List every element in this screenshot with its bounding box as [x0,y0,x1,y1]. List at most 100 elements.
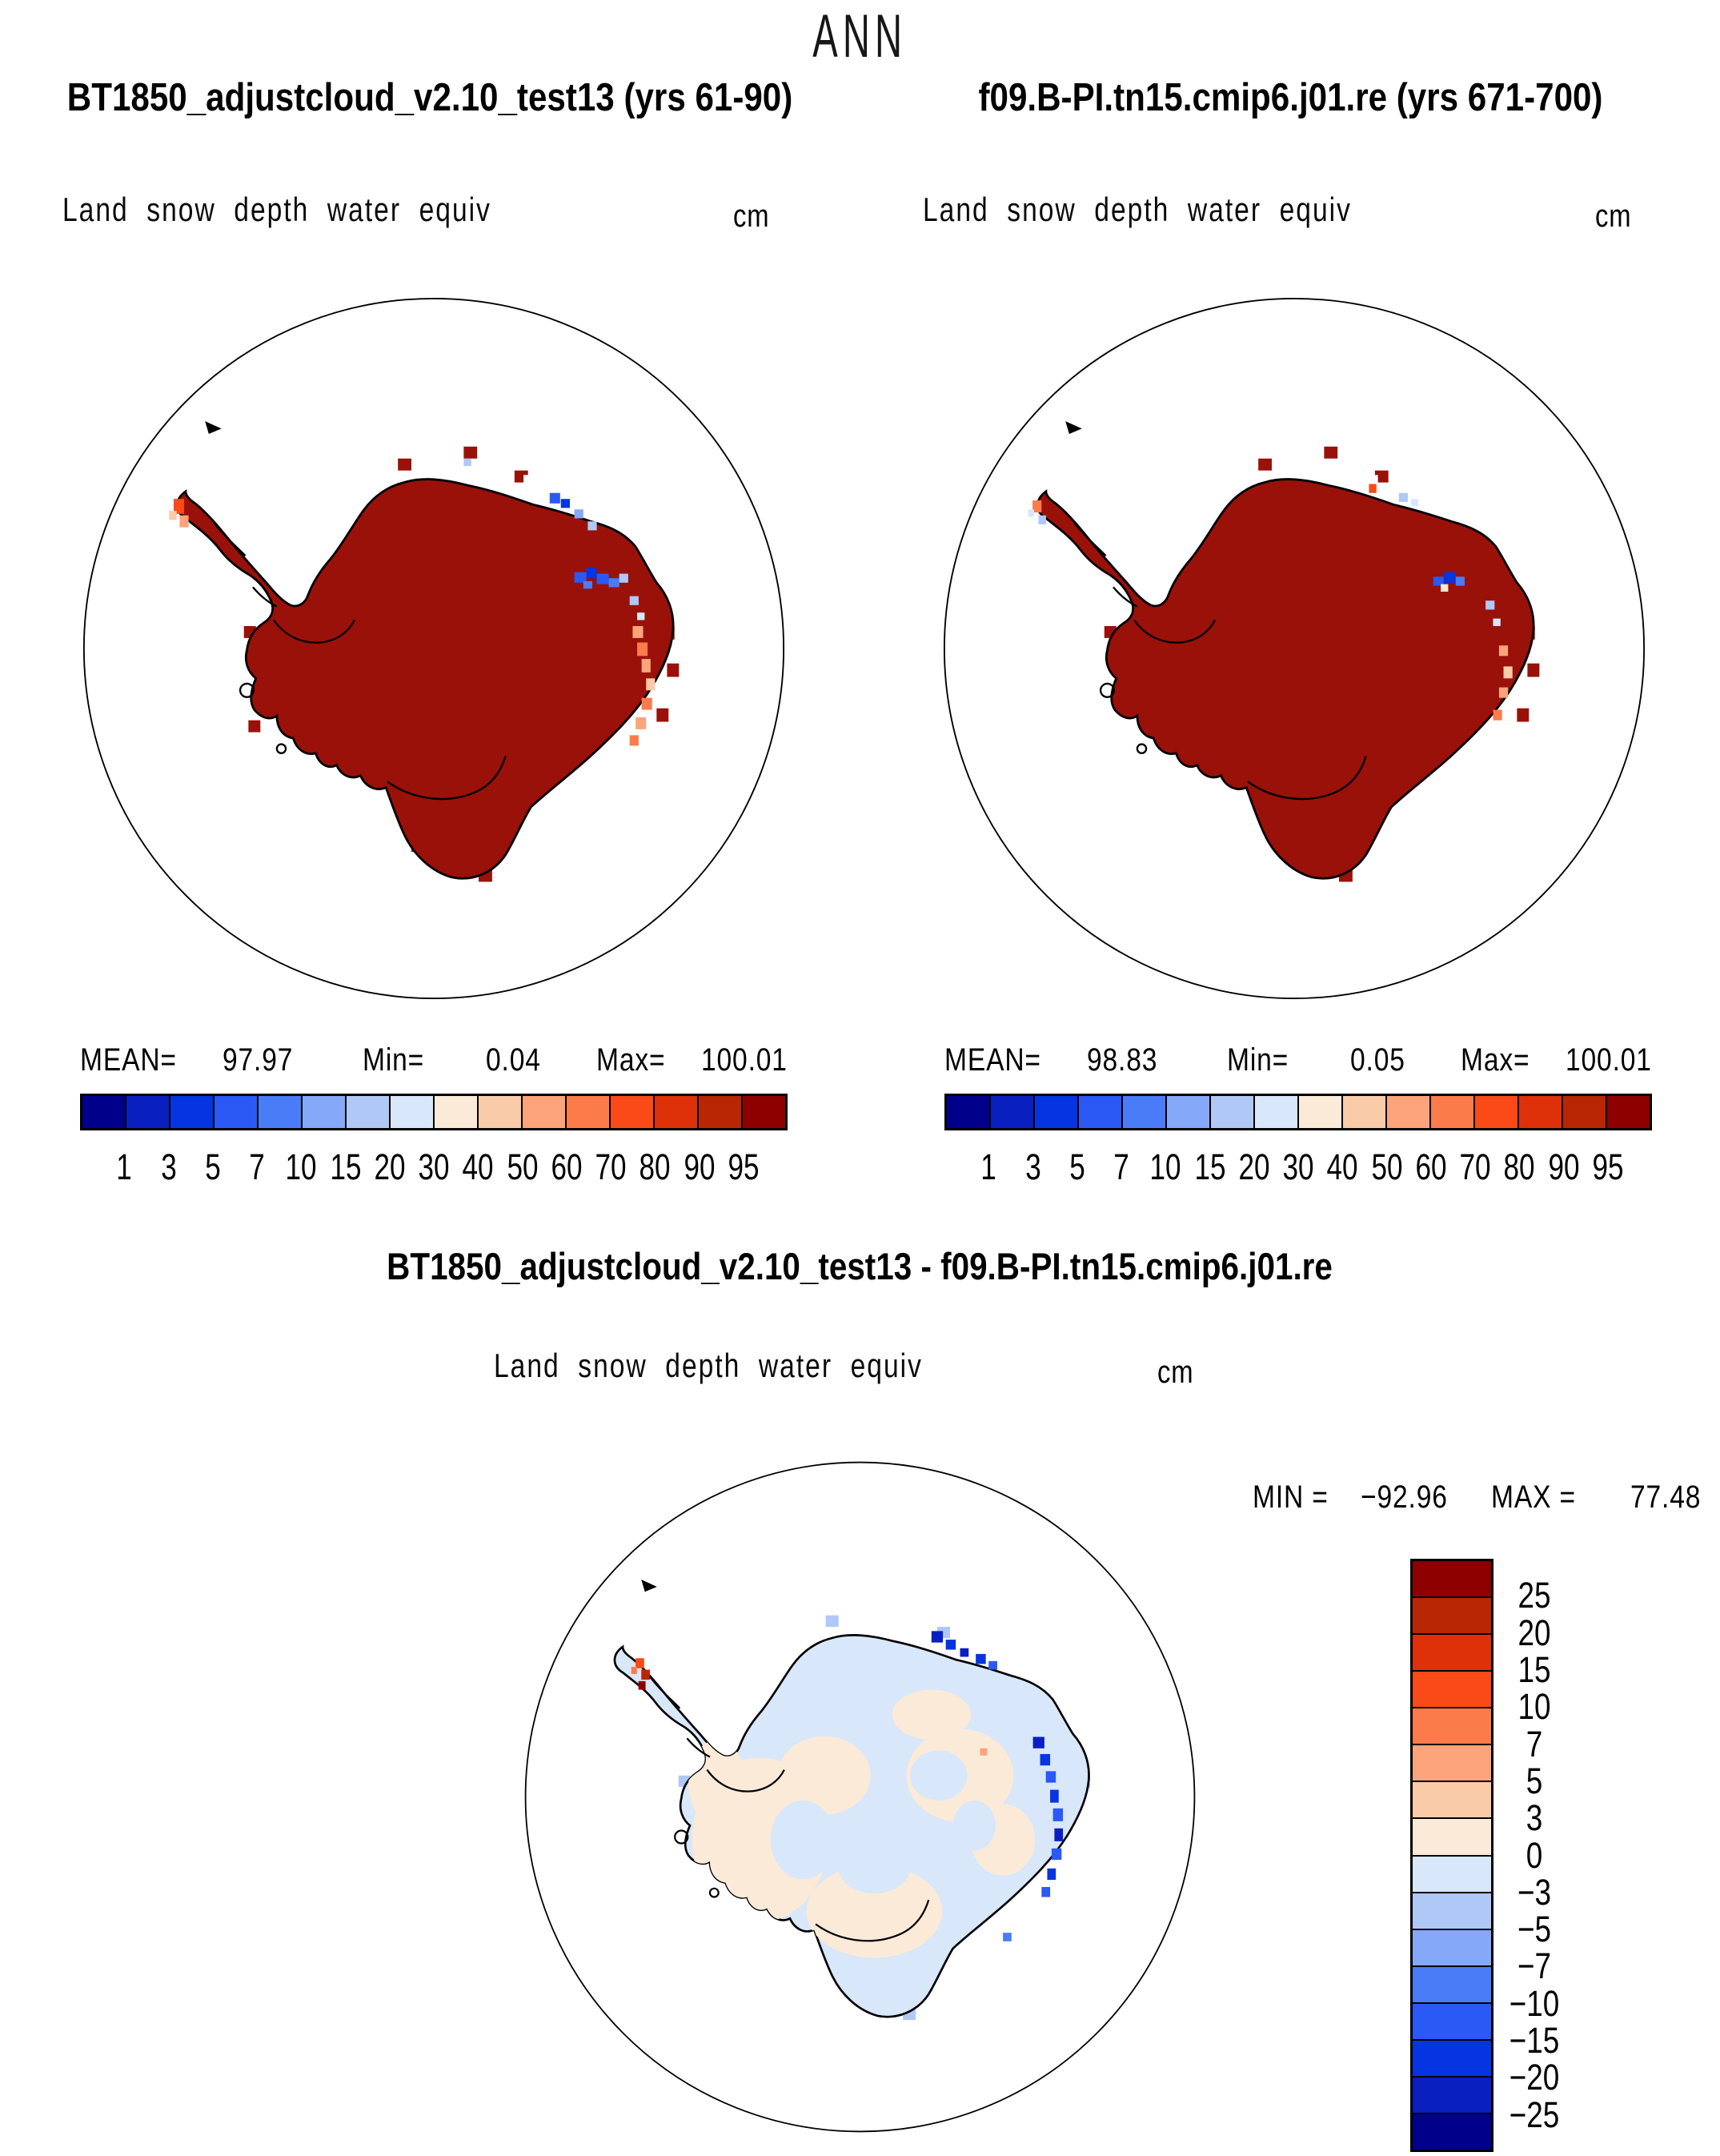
max-value: 77.48 [1630,1479,1702,1515]
colorbar-cell [1413,1744,1491,1781]
min-value: −92.96 [1360,1479,1448,1515]
colorbar-tick-label: 10 [1518,1686,1551,1728]
colorbar-tick-label: 15 [1518,1648,1551,1690]
colorbar-cell [1165,1096,1209,1128]
panel1-colorbar [80,1094,788,1130]
difference-header: BT1850_adjustcloud_v2.10_test13 - f09.B-… [387,1245,1333,1287]
plot-title-text: ANN [812,2,908,70]
colorbar-cell [741,1096,785,1128]
colorbar-cell [213,1096,257,1128]
colorbar-cell [653,1096,697,1128]
colorbar-tick-label: 5 [1526,1760,1543,1801]
colorbar-cell [1341,1096,1385,1128]
colorbar-tick-label: 1 [116,1146,133,1187]
colorbar-cell [1413,1633,1491,1671]
colorbar-tick-label: 95 [728,1146,760,1187]
colorbar-cell [989,1096,1033,1128]
colorbar-tick-label: 70 [1459,1146,1491,1187]
map-model1 [82,297,785,1000]
colorbar-tick-label: 0 [1526,1834,1543,1876]
colorbar-tick-label: 3 [160,1146,177,1187]
panel2-units-label: cm [1595,199,1632,234]
colorbar-tick-label: −10 [1509,1982,1560,2024]
min-value: 0.05 [1349,1042,1405,1078]
panel2-header: f09.B-PI.tn15.cmip6.j01.re (yrs 671-700) [978,76,1602,119]
panel1-stats: MEAN= 97.97 Min= 0.04 Max= 100.01 [80,1042,804,1078]
colorbar-cell [301,1096,345,1128]
colorbar-tick-label: 3 [1526,1797,1543,1839]
colorbar-tick-label: 1 [980,1146,997,1187]
colorbar-tick-label: −15 [1509,2020,1560,2062]
panel2-colorbar-ticks: 1 3 5 7 10 15 20 30 40 50 60 70 80 90 95 [944,1140,1652,1187]
colorbar-tick-label: −5 [1517,1909,1552,1950]
colorbar-tick-label: 20 [1238,1146,1270,1187]
colorbar-tick-label: 10 [1149,1146,1181,1187]
colorbar-tick-label: 50 [1370,1146,1403,1187]
colorbar-cell [1297,1096,1341,1128]
colorbar-cell [1429,1096,1473,1128]
colorbar-cell [1121,1096,1165,1128]
panel2-variable-title: Land snow depth water equiv [923,191,1352,228]
max-value: 100.01 [700,1042,788,1078]
colorbar-cell [1413,1817,1491,1855]
colorbar-tick-label: 7 [1526,1723,1543,1765]
colorbar-tick-label: −3 [1517,1871,1552,1913]
colorbar-cell [389,1096,433,1128]
colorbar-cell [477,1096,521,1128]
colorbar-tick-label: 15 [1193,1146,1226,1187]
difference-minmax: MIN = −92.96 MAX = 77.48 [1253,1479,1715,1516]
colorbar-tick-label: 40 [462,1146,494,1187]
colorbar-tick-label: −25 [1509,2094,1560,2135]
colorbar-cell [1209,1096,1253,1128]
max-value: 100.01 [1565,1042,1652,1078]
colorbar-tick-label: 3 [1024,1146,1041,1187]
max-label: Max= [1460,1042,1530,1078]
colorbar-cell [257,1096,301,1128]
colorbar-cell [521,1096,565,1128]
colorbar-tick-label: 25 [1518,1575,1551,1616]
mean-label: MEAN= [944,1042,1041,1078]
colorbar-cell [1413,1965,1491,2002]
colorbar-tick-label: 20 [1518,1612,1551,1653]
colorbar-tick-label: 90 [683,1146,716,1187]
colorbar-cell [125,1096,169,1128]
mean-value: 98.83 [1086,1042,1158,1078]
colorbar-tick-label: 40 [1326,1146,1358,1187]
colorbar-cell [1253,1096,1297,1128]
colorbar-cell [947,1096,989,1128]
colorbar-cell [1385,1096,1429,1128]
colorbar-cell [1413,1596,1491,1634]
colorbar-tick-label: 20 [374,1146,406,1187]
colorbar-cell [1413,1891,1491,1929]
colorbar-cell [609,1096,653,1128]
colorbar-cell [1413,2038,1491,2076]
difference-colorbar-ticks: 25 20 15 10 7 5 3 0 −3 −5 −7 −10 −15 −20 −25 [1466,1559,1602,2152]
colorbar-cell [1033,1096,1077,1128]
colorbar-tick-label: 10 [285,1146,317,1187]
plot-title: ANN [0,2,1720,71]
mean-label: MEAN= [80,1042,177,1078]
colorbar-cell [1077,1096,1121,1128]
colorbar-cell [1413,1670,1491,1708]
colorbar-tick-label: 7 [249,1146,265,1187]
max-label: MAX = [1491,1479,1577,1515]
colorbar-cell [1413,1781,1491,1818]
colorbar-cell [169,1096,213,1128]
max-label: Max= [595,1042,666,1078]
colorbar-cell [82,1096,125,1128]
colorbar-cell [345,1096,389,1128]
colorbar-cell [1413,1854,1491,1892]
colorbar-cell [1518,1096,1562,1128]
min-label: Min= [363,1042,425,1078]
colorbar-cell [1413,2075,1491,2113]
colorbar-cell [1606,1096,1650,1128]
difference-variable-title: Land snow depth water equiv [494,1347,923,1384]
colorbar-tick-label: 7 [1113,1146,1129,1187]
colorbar-tick-label: 90 [1547,1146,1580,1187]
colorbar-cell [1562,1096,1606,1128]
colorbar-cell [697,1096,741,1128]
colorbar-cell [565,1096,609,1128]
colorbar-cell [433,1096,477,1128]
panel1-header: BT1850_adjustcloud_v2.10_test13 (yrs 61-… [67,76,793,119]
